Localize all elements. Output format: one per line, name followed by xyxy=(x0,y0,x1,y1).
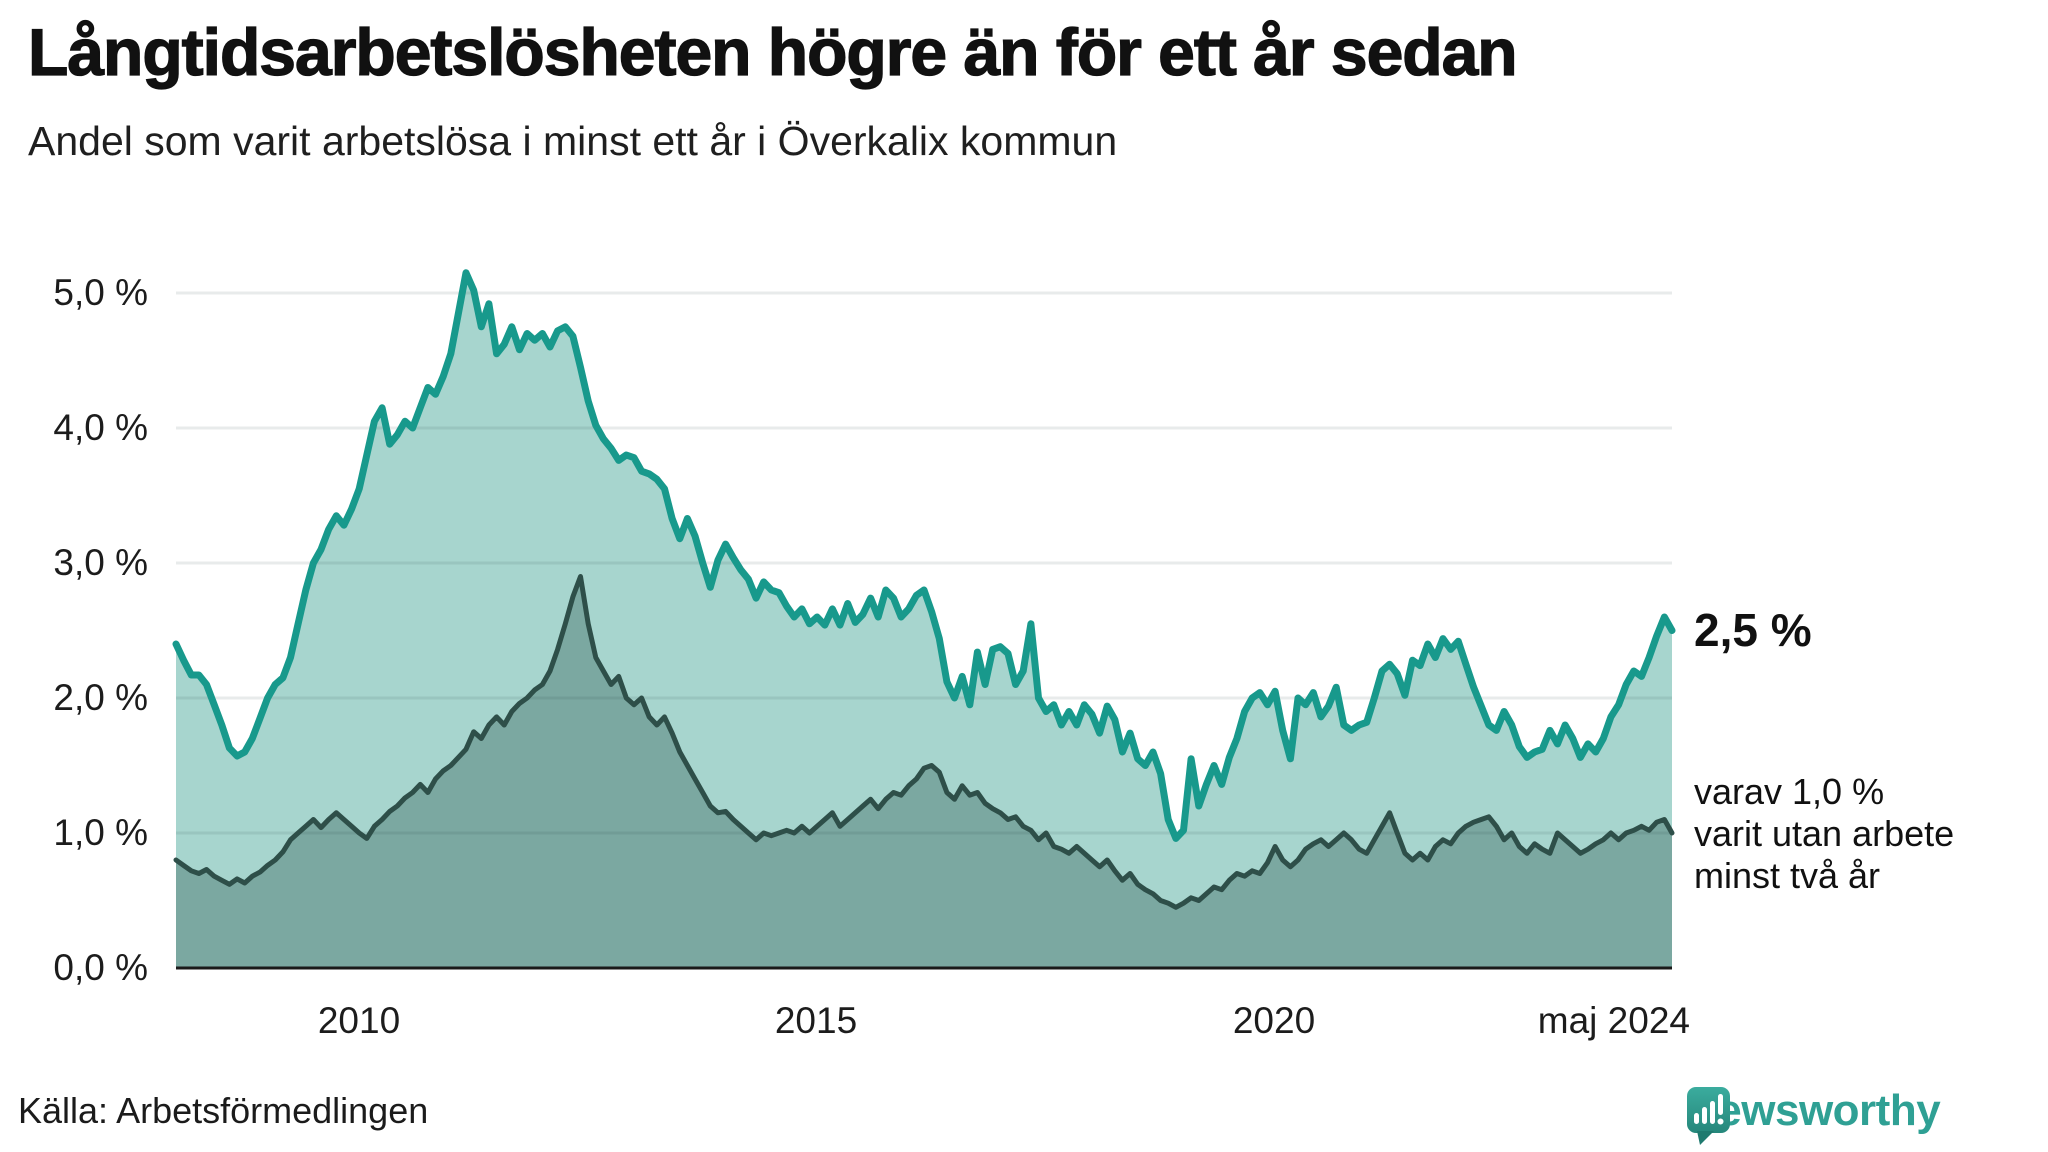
logo-exclamation-dot xyxy=(1717,1118,1724,1125)
line-at-least-one-year xyxy=(172,269,1676,842)
x-tick-label-maj-2024: maj 2024 xyxy=(1537,1000,1690,1041)
logo-exclamation-bar xyxy=(1718,1094,1723,1115)
y-tick-label: 4,0 % xyxy=(53,407,148,448)
y-tick-label: 1,0 % xyxy=(53,812,148,853)
logo-bar-1 xyxy=(1694,1113,1699,1124)
gridlines xyxy=(176,291,1672,835)
logo-bar-3 xyxy=(1710,1101,1715,1124)
logo-bubble xyxy=(1687,1087,1730,1133)
newsworthy-logo-icon xyxy=(1687,1087,1730,1145)
source-note: Källa: Arbetsförmedlingen xyxy=(18,1090,429,1131)
page-title: Långtidsarbetslösheten högre än för ett … xyxy=(27,14,1518,89)
secondary-series-label-line2: varit utan arbete xyxy=(1694,813,1955,854)
secondary-series-label: varav 1,0 % varit utan arbete minst två … xyxy=(1694,771,1954,897)
line-at-least-two-years xyxy=(173,574,1675,910)
page-subtitle: Andel som varit arbetslösa i minst ett å… xyxy=(28,118,1118,164)
y-tick-label: 3,0 % xyxy=(53,542,148,583)
latest-value-label: 2,5 % xyxy=(1694,603,1812,656)
x-tick-label-2020: 2020 xyxy=(1232,1000,1316,1041)
logo-bubble-tail xyxy=(1697,1131,1714,1145)
x-tick-label-2015: 2015 xyxy=(774,1000,858,1041)
secondary-series-label-line1: varav 1,0 % xyxy=(1694,771,1885,812)
logo-bar-2 xyxy=(1702,1107,1707,1124)
newsworthy-logo: Newsworthy xyxy=(1686,1086,1941,1145)
secondary-series-label-line3: minst två år xyxy=(1694,855,1881,896)
y-tick-label: 0,0 % xyxy=(53,947,148,988)
x-tick-label-2010: 2010 xyxy=(317,1000,401,1041)
y-tick-label: 2,0 % xyxy=(53,677,148,718)
y-tick-label: 5,0 % xyxy=(53,272,148,313)
